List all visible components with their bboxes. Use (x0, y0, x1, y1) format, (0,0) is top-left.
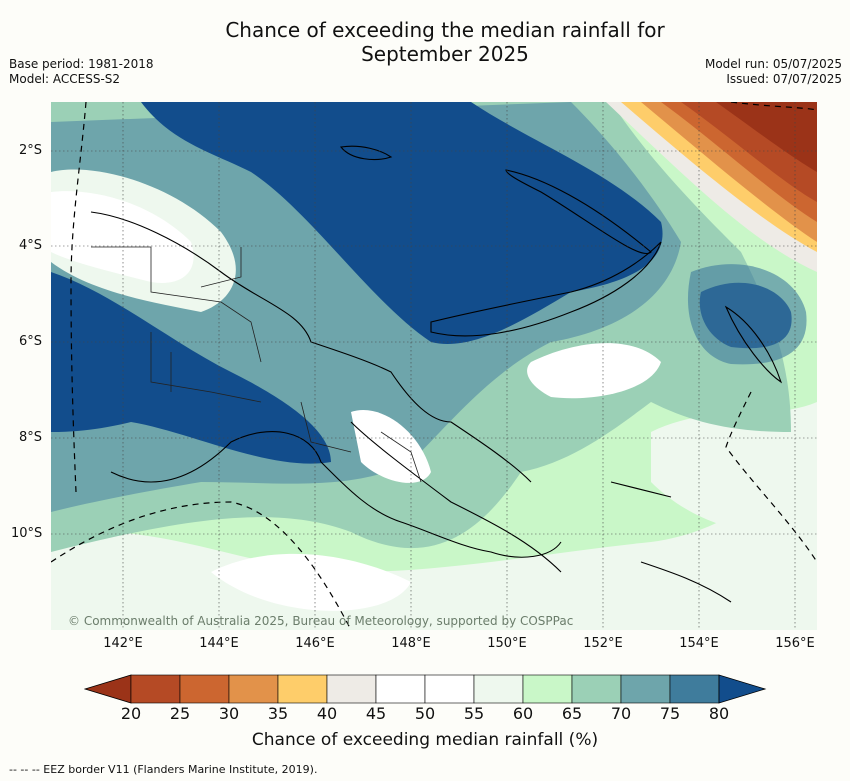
lat-label-10s: 10°S (11, 526, 43, 541)
white-region-south (211, 553, 411, 611)
map-svg (51, 102, 817, 630)
province-borders (91, 246, 422, 483)
bougainville (724, 305, 783, 384)
colorbar-segment (326, 674, 377, 704)
graticule (51, 102, 817, 630)
colorbar-tick-55: 55 (463, 704, 485, 723)
colorbar-segment (571, 674, 622, 704)
lon-label-148e: 148°E (391, 636, 431, 651)
band-80-west (51, 272, 331, 464)
lon-label-146e: 146°E (295, 636, 335, 651)
colorbar (84, 674, 767, 704)
colorbar-tick-75: 75 (659, 704, 681, 723)
colorbar-tick-30: 30 (218, 704, 240, 723)
title-line-1: Chance of exceeding the median rainfall … (225, 18, 665, 42)
colorbar-segment (669, 674, 720, 704)
colorbar-segment (277, 674, 328, 704)
lat-label-8s: 8°S (19, 430, 43, 445)
lon-label-154e: 154°E (679, 636, 719, 651)
colorbar-tick-20: 20 (120, 704, 142, 723)
manus-island (339, 145, 393, 161)
woodlark-islands (610, 481, 672, 498)
eez-footer-note: -- -- -- EEZ border V11 (Flanders Marine… (9, 763, 318, 776)
lon-label-142e: 142°E (103, 636, 143, 651)
colorbar-segment (424, 674, 475, 704)
colorbar-tick-70: 70 (610, 704, 632, 723)
colorbar-tick-40: 40 (316, 704, 338, 723)
title-line-2: September 2025 (361, 42, 529, 66)
louisiade (640, 561, 732, 603)
lon-label-150e: 150°E (487, 636, 527, 651)
map-title: Chance of exceeding the median rainfall … (0, 18, 850, 66)
colorbar-segment (130, 674, 181, 704)
colorbar-tick-80: 80 (708, 704, 730, 723)
colorbar-tick-35: 35 (267, 704, 289, 723)
white-patch-center (351, 410, 431, 483)
lat-label-6s: 6°S (19, 334, 43, 349)
map-area (51, 102, 817, 630)
credit-text: © Commonwealth of Australia 2025, Bureau… (68, 614, 574, 628)
coastlines (90, 145, 783, 603)
band-80-north (141, 102, 663, 344)
meta-left: Base period: 1981-2018 Model: ACCESS-S2 (9, 57, 154, 87)
issued-date: Issued: 07/07/2025 (726, 72, 842, 86)
colorbar-segment (473, 674, 524, 704)
colorbar-tick-25: 25 (169, 704, 191, 723)
lon-label-156e: 156°E (775, 636, 815, 651)
band-75-east (687, 264, 807, 365)
lon-label-152e: 152°E (583, 636, 623, 651)
colorbar-label: Chance of exceeding median rainfall (%) (251, 730, 599, 750)
lat-label-2s: 2°S (19, 143, 43, 158)
lon-label-144e: 144°E (199, 636, 239, 651)
base-period: Base period: 1981-2018 (9, 57, 154, 71)
colorbar-tick-50: 50 (414, 704, 436, 723)
white-patch-nw-core (51, 191, 194, 283)
colorbar-segment (522, 674, 573, 704)
papua-peninsula (350, 421, 562, 573)
colorbar-extend-high (718, 674, 767, 704)
model-run: Model run: 05/07/2025 (704, 57, 842, 71)
new-ireland (505, 169, 652, 255)
colorbar-tick-60: 60 (512, 704, 534, 723)
eez-borders (51, 102, 817, 630)
colorbar-tick-45: 45 (365, 704, 387, 723)
colorbar-segment (228, 674, 279, 704)
pale-region-east (651, 402, 817, 535)
new-guinea-south-coast (110, 431, 562, 558)
colorbar-segment (620, 674, 671, 704)
colorbar-segment (375, 674, 426, 704)
colorbar-segment (179, 674, 230, 704)
colorbar-tick-65: 65 (561, 704, 583, 723)
new-guinea-north-coast (90, 211, 532, 483)
model-name: Model: ACCESS-S2 (9, 72, 121, 86)
meta-right: Model run: 05/07/2025 Issued: 07/07/2025 (705, 57, 842, 87)
colorbar-extend-low (84, 674, 132, 704)
white-patch-east (527, 343, 661, 399)
dry-20 (716, 102, 817, 172)
lat-label-4s: 4°S (19, 238, 43, 253)
